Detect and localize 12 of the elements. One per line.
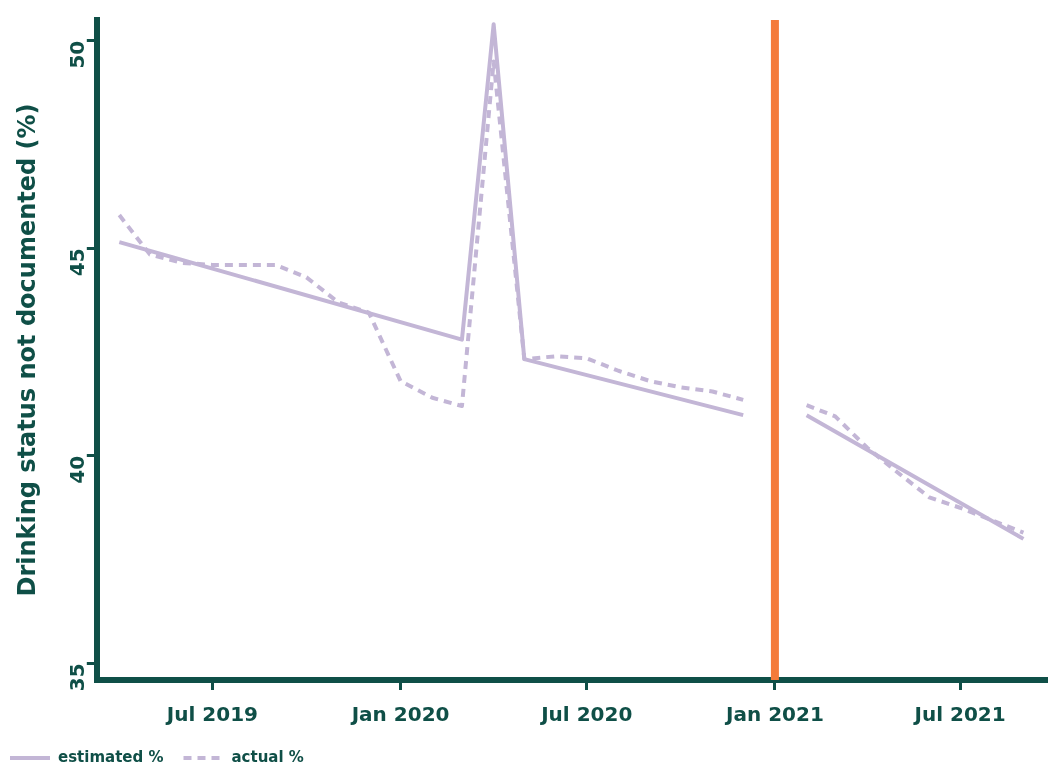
y-tick-label: 35 <box>65 663 89 692</box>
y-tick-label: 50 <box>65 40 89 69</box>
y-tick-label: 45 <box>65 248 89 277</box>
x-tick-label: Jul 2021 <box>912 702 1006 727</box>
x-tick-label: Jul 2019 <box>164 702 258 727</box>
y-tick-label: 40 <box>65 455 89 484</box>
legend-label: actual % <box>231 747 304 766</box>
x-tick-label: Jan 2020 <box>349 702 450 727</box>
x-tick-label: Jan 2021 <box>724 702 824 727</box>
legend-label: estimated % <box>58 747 164 766</box>
x-tick-label: Jul 2020 <box>539 702 633 727</box>
y-axis-title: Drinking status not documented (%) <box>12 103 41 597</box>
